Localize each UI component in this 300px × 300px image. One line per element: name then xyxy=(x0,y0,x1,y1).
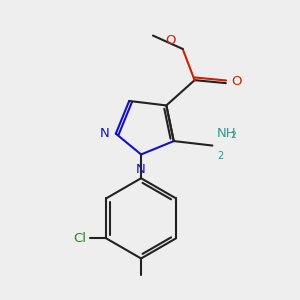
Text: N: N xyxy=(100,127,109,140)
Text: 2: 2 xyxy=(217,151,223,161)
Text: 2: 2 xyxy=(230,131,236,140)
Text: O: O xyxy=(231,75,242,88)
Text: NH: NH xyxy=(217,127,236,140)
Text: Cl: Cl xyxy=(74,232,86,245)
Text: O: O xyxy=(166,34,176,46)
Text: N: N xyxy=(136,163,146,176)
